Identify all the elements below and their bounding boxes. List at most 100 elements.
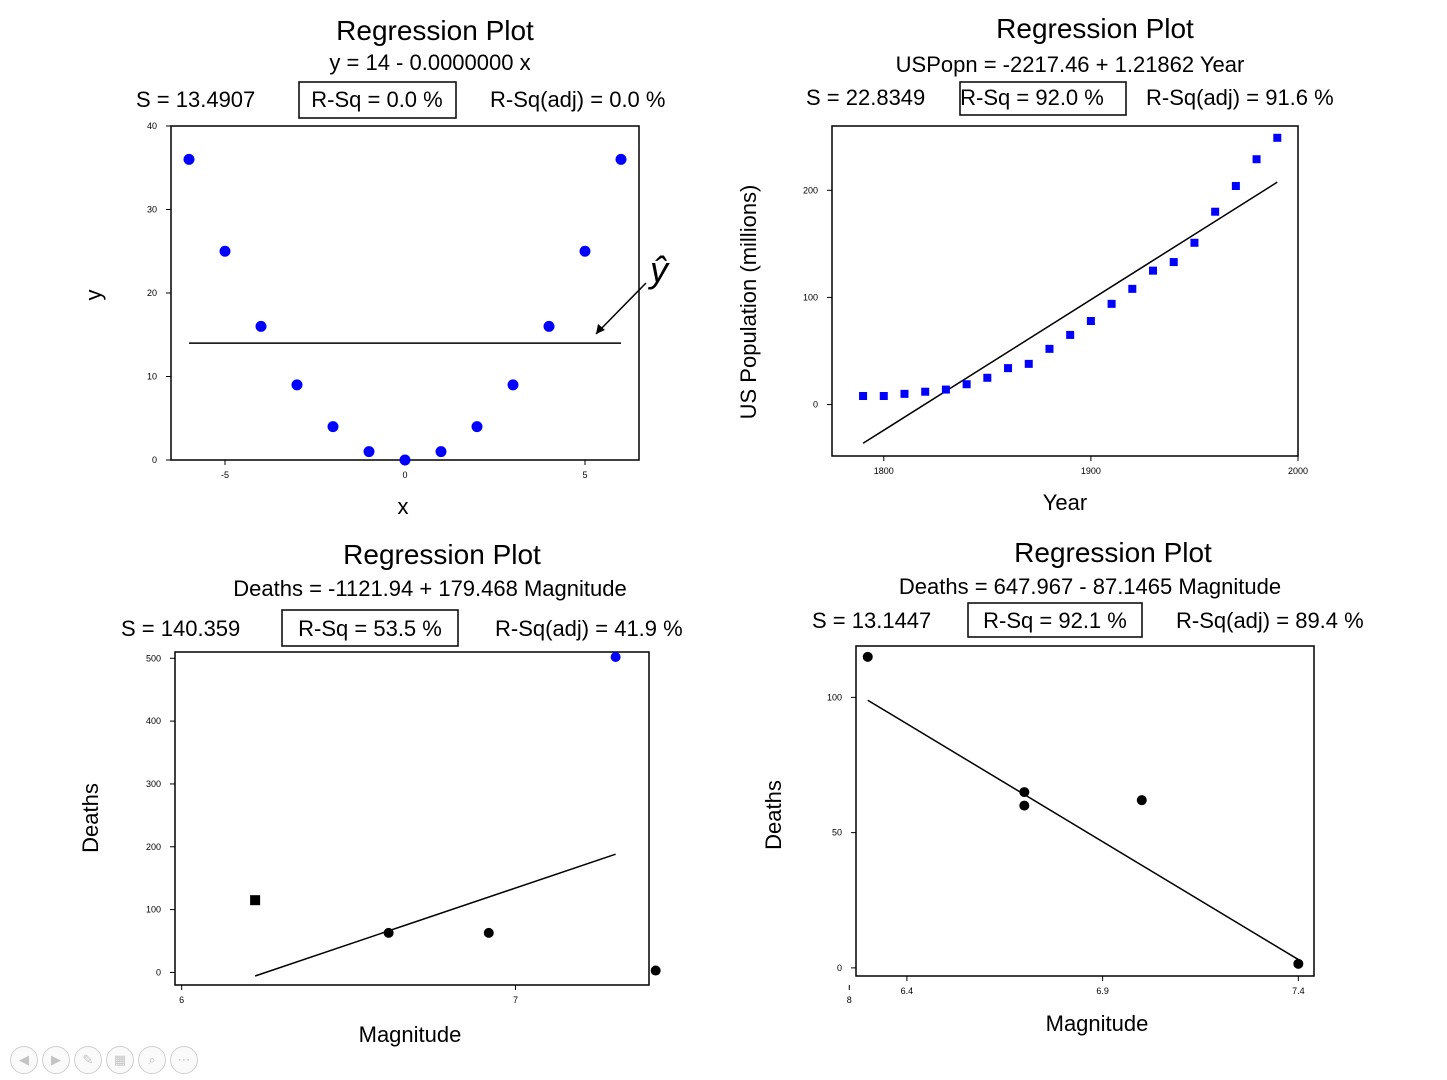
data-point: [1128, 284, 1137, 293]
data-point: [1190, 238, 1199, 247]
y-tick-label: 100: [827, 692, 842, 702]
x-tick-label: -5: [221, 470, 229, 480]
panel-2-rsq-box: [959, 81, 1127, 116]
data-point: [471, 421, 483, 433]
panel-3-marks: [250, 652, 661, 977]
data-point: [862, 651, 873, 662]
data-point: [1019, 800, 1030, 811]
panel-3-title: Regression Plot: [343, 539, 541, 570]
next-slide-icon[interactable]: ▶: [42, 1046, 70, 1074]
regression-line: [862, 181, 1278, 444]
panel-2-equation: USPopn = -2217.46 + 1.21862 Year: [896, 52, 1245, 77]
data-point: [1293, 958, 1304, 969]
data-point: [363, 446, 375, 458]
x-tick-label: 1900: [1081, 466, 1101, 476]
data-point: [543, 320, 555, 332]
x-tick-label: 7.4: [1292, 986, 1305, 996]
panel-2: Regression Plot USPopn = -2217.46 + 1.21…: [736, 13, 1334, 515]
panel-4-rsq-box: [967, 602, 1143, 638]
x-tick-label: 6: [179, 995, 184, 1005]
data-point: [483, 927, 494, 938]
panel-1-equation: y = 14 - 0.0000000 x: [329, 50, 530, 75]
data-point: [579, 245, 591, 257]
panel-4-rsq-adj: R-Sq(adj) = 89.4 %: [1176, 608, 1364, 633]
data-point: [879, 392, 888, 400]
slides-grid-icon[interactable]: ▦: [106, 1046, 134, 1074]
data-point: [1019, 787, 1030, 798]
y-tick-label: 400: [146, 716, 161, 726]
panel-2-s-stat: S = 22.8349: [806, 85, 925, 110]
panel-1-ticks: -5 0 5 0 10 20 30 40: [147, 121, 588, 480]
data-point: [399, 454, 411, 466]
y-tick-label: 500: [146, 653, 161, 663]
panel-2-ylabel: US Population (millions): [736, 185, 761, 420]
panel-1-plot-frame: [170, 125, 640, 461]
y-tick-label: 0: [813, 400, 818, 410]
data-point: [507, 379, 519, 391]
y-tick-label: 0: [152, 455, 157, 465]
pen-icon[interactable]: ✎: [74, 1046, 102, 1074]
data-point: [291, 379, 303, 391]
panel-3-equation: Deaths = -1121.94 + 179.468 Magnitude: [233, 576, 626, 601]
x-tick-label: 8: [847, 995, 852, 1005]
y-tick-label: 200: [146, 842, 161, 852]
data-point: [1211, 207, 1220, 216]
y-tick-label: 20: [147, 288, 157, 298]
panel-2-rsq-adj: R-Sq(adj) = 91.6 %: [1146, 85, 1334, 110]
data-point: [941, 385, 950, 394]
data-point: [1107, 299, 1116, 308]
panel-3-plot-frame: [174, 651, 650, 986]
data-point: [255, 320, 267, 332]
data-point: [250, 895, 261, 906]
panel-2-title: Regression Plot: [996, 13, 1194, 44]
regression-line: [867, 699, 1299, 961]
annotation-arrow-line: [595, 282, 647, 335]
data-point: [1231, 182, 1240, 190]
panel-4: Regression Plot Deaths = 647.967 - 87.14…: [761, 537, 1364, 1036]
data-point: [1252, 155, 1261, 164]
y-tick-label: 100: [803, 292, 818, 302]
panel-4-xlabel: Magnitude: [1046, 1011, 1149, 1036]
y-tick-label: 300: [146, 779, 161, 789]
panel-2-xlabel: Year: [1043, 490, 1087, 515]
y-tick-label: 40: [147, 121, 157, 131]
x-tick-label: 2000: [1288, 466, 1308, 476]
panel-4-rsq: R-Sq = 92.1 %: [983, 608, 1127, 633]
annotation-arrow-head: [596, 324, 605, 334]
data-point: [900, 389, 909, 398]
data-point: [615, 153, 627, 165]
panel-3-xlabel: Magnitude: [359, 1022, 462, 1047]
zoom-icon[interactable]: ⌕: [138, 1046, 166, 1074]
data-point: [610, 652, 621, 663]
panel-1-rsq: R-Sq = 0.0 %: [311, 87, 442, 112]
data-point: [1136, 795, 1147, 806]
data-point: [1024, 359, 1033, 368]
more-options-icon[interactable]: ⋯: [170, 1046, 198, 1074]
panel-3: Regression Plot Deaths = -1121.94 + 179.…: [78, 539, 852, 1047]
data-point: [435, 446, 447, 458]
y-tick-label: 30: [147, 205, 157, 215]
data-point: [383, 927, 394, 938]
panel-3-rsq-adj: R-Sq(adj) = 41.9 %: [495, 616, 683, 641]
y-tick-label: 200: [803, 185, 818, 195]
y-tick-label: 100: [146, 905, 161, 915]
data-point: [1169, 258, 1178, 267]
x-tick-label: 0: [402, 470, 407, 480]
previous-slide-icon[interactable]: ◀: [10, 1046, 38, 1074]
x-tick-label: 5: [582, 470, 587, 480]
x-tick-label: 6.4: [901, 986, 914, 996]
data-point: [183, 153, 195, 165]
data-point: [859, 392, 868, 400]
x-tick-label: 7: [513, 995, 518, 1005]
data-point: [921, 387, 930, 396]
panel-2-rsq: R-Sq = 92.0 %: [960, 85, 1104, 110]
y-tick-label: 0: [156, 967, 161, 977]
data-point: [1045, 344, 1054, 353]
data-point: [1273, 133, 1282, 142]
panel-3-s-stat: S = 140.359: [121, 616, 240, 641]
y-tick-label: 0: [837, 963, 842, 973]
panel-4-equation: Deaths = 647.967 - 87.1465 Magnitude: [899, 574, 1281, 599]
panel-1-xlabel: x: [398, 494, 409, 519]
x-tick-label: 1800: [874, 466, 894, 476]
